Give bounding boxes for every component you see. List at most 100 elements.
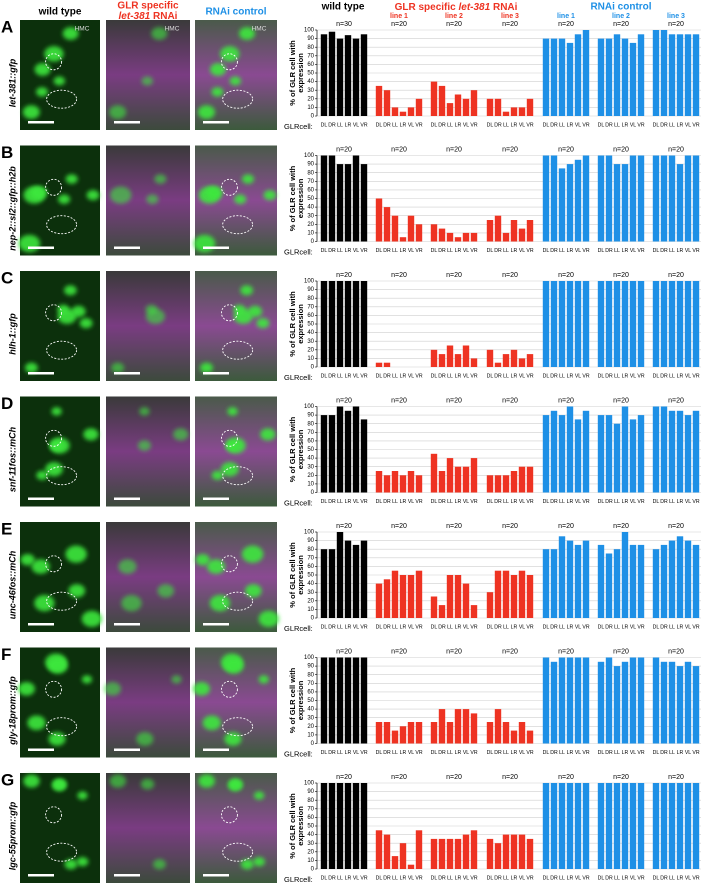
x-tick-label: DL (543, 373, 550, 379)
x-tick-label: DL (376, 122, 383, 128)
y-tick-label: 20 (307, 598, 314, 604)
panel-letter: F (1, 645, 11, 664)
nucleus (83, 428, 99, 441)
bar (383, 579, 391, 618)
nucleus (209, 595, 231, 612)
bar (454, 237, 462, 242)
x-axis-label: GLRcell: (284, 749, 313, 758)
scale-bar (203, 748, 229, 751)
x-tick-label: DR (550, 750, 558, 756)
nucleus (241, 545, 264, 563)
nucleus (157, 584, 175, 598)
micrograph (106, 773, 190, 883)
bar (407, 471, 415, 493)
cell-outline (220, 680, 238, 698)
bar (652, 549, 660, 618)
x-tick-label: LR (400, 499, 407, 505)
x-tick-label: LR (455, 875, 462, 881)
bar (375, 198, 383, 242)
x-tick-label: DR (660, 373, 668, 379)
bar (621, 532, 629, 618)
x-tick-label: VL (519, 122, 525, 128)
bar (446, 232, 454, 242)
bar (486, 592, 494, 618)
x-tick-label: DL (321, 499, 328, 505)
y-tick-label: 80 (307, 170, 314, 176)
bar (430, 453, 438, 493)
nucleus (68, 584, 86, 598)
cell-outline (45, 680, 63, 698)
n-label: n=20 (502, 397, 518, 404)
x-tick-label: LL (669, 750, 675, 756)
bar (344, 657, 352, 744)
x-tick-label: LR (511, 750, 518, 756)
nucleus (17, 681, 35, 696)
bar (407, 107, 415, 116)
panel-letter: C (1, 268, 13, 287)
bar (438, 85, 446, 116)
nucleus (258, 675, 269, 684)
n-label: n=20 (502, 146, 518, 153)
x-tick-label: VL (519, 875, 525, 881)
n-label: n=20 (558, 648, 574, 655)
x-tick-label: DL (543, 122, 550, 128)
x-tick-label: VL (408, 373, 414, 379)
n-label: n=20 (336, 397, 352, 404)
x-tick-label: LL (337, 750, 343, 756)
gene-name: let-381 (459, 2, 491, 13)
x-tick-label: VR (470, 248, 477, 254)
y-axis-label: % of GLR cell with (288, 416, 297, 482)
bar (430, 838, 438, 869)
bar (375, 471, 383, 493)
bar (637, 34, 645, 116)
bar (542, 657, 550, 744)
bar (336, 532, 344, 618)
bar (558, 168, 566, 242)
y-tick-label: 10 (307, 732, 314, 738)
nucleus (234, 194, 247, 205)
x-tick-label: DL (321, 373, 328, 379)
x-tick-label: VR (692, 499, 699, 505)
x-tick-label: LL (447, 750, 453, 756)
x-tick-label: LR (622, 750, 629, 756)
x-tick-label: DR (438, 750, 446, 756)
y-tick-label: 80 (307, 672, 314, 678)
x-tick-label: LR (511, 122, 518, 128)
n-label: n=20 (391, 397, 407, 404)
bar (574, 159, 582, 242)
x-tick-label: VL (408, 248, 414, 254)
x-tick-label: VR (637, 624, 644, 630)
header-word: RNAi (493, 2, 518, 13)
x-tick-label: LL (669, 499, 675, 505)
bar (438, 471, 446, 493)
nucleus (228, 779, 243, 791)
bar (328, 415, 336, 493)
line-label: line 2 (612, 13, 630, 20)
bar (574, 281, 582, 367)
bar (328, 657, 336, 744)
bar (637, 544, 645, 618)
x-tick-label: VL (519, 624, 525, 630)
x-axis-label: GLRcell: (284, 498, 313, 507)
bar (676, 410, 684, 493)
bar (446, 458, 454, 493)
bar (470, 232, 478, 242)
x-tick-label: DL (543, 499, 550, 505)
bar (597, 544, 605, 618)
cell-outline (45, 178, 63, 196)
nucleus (64, 285, 77, 296)
bar (360, 783, 368, 869)
x-tick-label: VL (575, 499, 581, 505)
bar (415, 475, 423, 493)
bar (542, 38, 550, 116)
x-tick-label: VR (360, 248, 367, 254)
x-tick-label: DL (321, 624, 328, 630)
x-axis-label: GLRcell: (284, 122, 313, 131)
bar (550, 783, 558, 869)
bar (494, 709, 502, 744)
nucleus (205, 185, 223, 200)
bar (352, 783, 360, 869)
bar (486, 98, 494, 116)
x-tick-label: LL (559, 499, 565, 505)
x-axis-label: GLRcell: (284, 373, 313, 382)
